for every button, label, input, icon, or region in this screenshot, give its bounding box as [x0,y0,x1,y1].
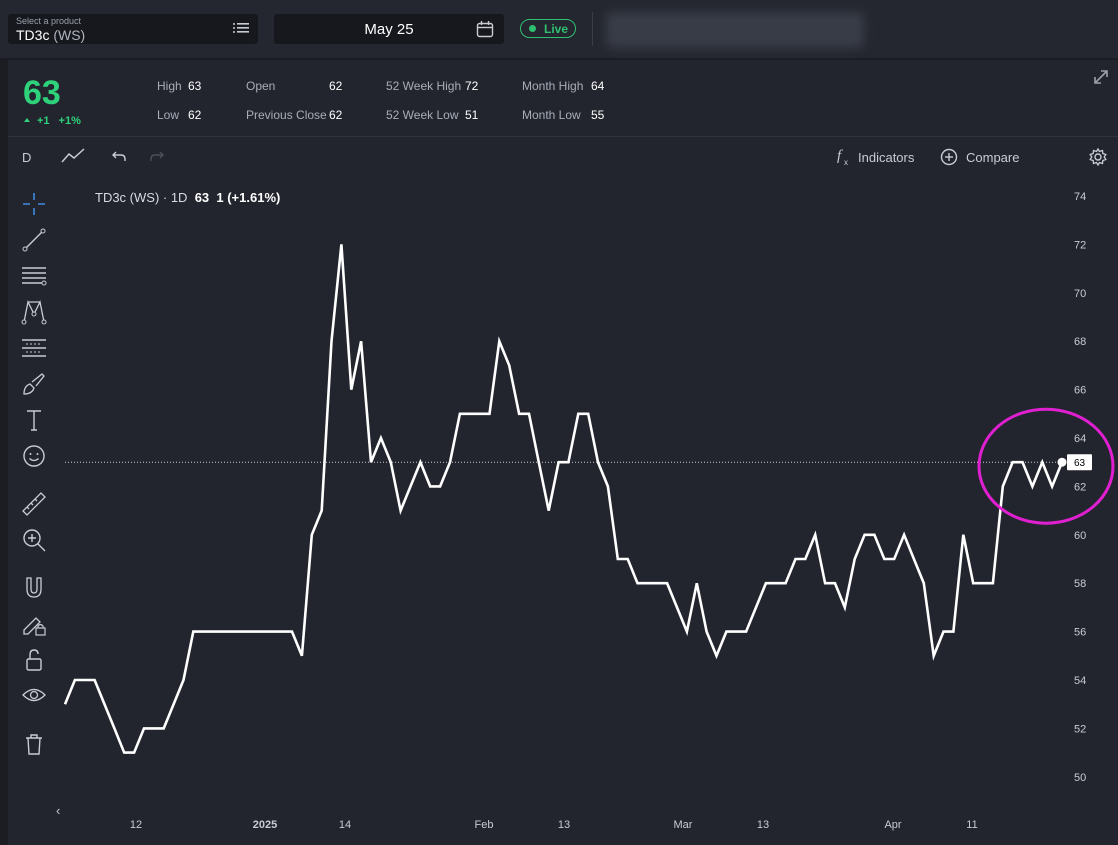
y-tick-label: 50 [1074,772,1086,784]
crosshair-icon[interactable] [20,190,48,218]
unlock-icon[interactable] [20,646,48,674]
trash-icon[interactable] [20,730,48,758]
chart-toolbar: D f x Indicators Compare [8,140,1118,174]
trend-line-icon[interactable] [20,226,48,254]
ruler-icon[interactable] [20,490,48,518]
y-tick-label: 72 [1074,239,1086,251]
month-high-label: Month High [522,79,584,93]
eye-icon[interactable] [20,682,48,710]
date-picker[interactable]: May 25 [274,14,504,44]
legend-change: 1 (+1.61%) [216,190,281,205]
y-tick-label: 58 [1074,578,1086,590]
high-label: High [157,79,182,93]
brush-icon[interactable] [20,370,48,398]
divider [592,12,593,46]
y-tick-label: 70 [1074,288,1086,300]
x-tick-label: 12 [130,819,142,831]
last-price: 63 [23,74,61,112]
y-tick-label: 52 [1074,723,1086,735]
legend-symbol: TD3c (WS) · 1D [95,190,188,205]
emoji-icon[interactable] [20,442,48,470]
low-label: Low [157,108,180,122]
y-tick-label: 54 [1074,675,1086,687]
prev-close-value: 62 [329,108,343,122]
month-high-value: 64 [591,79,605,93]
text-icon[interactable] [20,406,48,434]
redo-icon[interactable] [148,147,166,165]
date-value: May 25 [364,21,414,38]
legend-value: 63 [194,190,210,205]
x-tick-label: 13 [558,819,570,831]
wk52-high-label: 52 Week High [386,79,462,93]
y-tick-label: 64 [1074,433,1086,445]
chart-legend: TD3c (WS) · 1D 63 1 (+1.61%) [95,190,280,205]
x-tick-label: 13 [757,819,769,831]
y-tick-label: 66 [1074,385,1086,397]
magnet-icon[interactable] [20,574,48,602]
up-arrow-icon [24,118,30,122]
wk52-low-label: 52 Week Low [386,108,459,122]
calendar-icon[interactable] [475,19,495,39]
scroll-left-arrow: ‹ [56,803,60,818]
svg-text:f: f [837,148,843,164]
month-low-label: Month Low [522,108,581,122]
wk52-high-value: 72 [465,79,479,93]
top-bar: Select a product TD3c (WS) May 25 Live [0,0,1118,58]
price-series-line [63,244,1064,754]
pattern-icon[interactable] [20,298,48,326]
price-change: +1 +1% [23,115,90,127]
open-value: 62 [329,79,343,93]
horizontal-lines-icon[interactable] [20,262,48,290]
price-chart[interactable]: 50 52 54 56 58 60 62 64 66 68 70 72 74 12 2025 14 Feb 13 M… [8,60,1118,845]
change-value: +1 [37,115,50,127]
y-tick-label: 56 [1074,627,1086,639]
last-value-label: 63 [1074,458,1086,469]
svg-text:x: x [844,158,848,167]
x-tick-label: Mar [674,819,693,831]
product-code: TD3c [16,27,50,43]
product-suffix: (WS) [49,27,86,43]
add-circle-icon[interactable] [939,147,959,167]
compare-button[interactable]: Compare [966,150,1020,165]
zoom-in-icon[interactable] [20,526,48,554]
product-selector-caption: Select a product [16,16,82,26]
last-value-tag [1067,454,1092,471]
y-tick-label: 60 [1074,530,1086,542]
x-tick-label: 11 [966,819,977,831]
fib-levels-icon[interactable] [20,334,48,362]
chart-panel: 63 +1 +1% High 63 Low 62 Open 62 Previous… [8,60,1118,845]
live-badge: Live [520,19,576,38]
x-tick-label: 2025 [253,819,277,831]
live-label: Live [544,22,569,36]
stats-bar: 63 +1 +1% High 63 Low 62 Open 62 Previous… [8,60,1118,137]
wk52-low-value: 51 [465,108,479,122]
undo-icon[interactable] [110,147,128,165]
prev-close-label: Previous Close [246,108,327,122]
month-low-value: 55 [591,108,605,122]
interval-button[interactable]: D [22,150,32,165]
x-tick-label: Apr [884,819,901,831]
annotation-circle [977,407,1115,525]
expand-icon[interactable] [1092,68,1110,86]
lock-drawing-icon[interactable] [20,610,48,638]
y-tick-label: 74 [1074,191,1086,203]
y-tick-label: 62 [1074,481,1086,493]
function-icon[interactable]: f x [834,146,854,168]
x-tick-label: Feb [475,819,494,831]
high-value: 63 [188,79,202,93]
live-dot-icon [529,25,536,32]
x-tick-label: 14 [339,819,351,831]
change-percent: +1% [58,115,81,127]
last-point-marker [1057,457,1067,467]
product-name: TD3c (WS) [16,27,85,43]
y-tick-label: 68 [1074,336,1086,348]
low-value: 62 [188,108,202,122]
settings-gear-icon[interactable] [1088,147,1108,167]
product-selector[interactable]: Select a product TD3c (WS) [8,14,258,44]
open-label: Open [246,79,276,93]
indicators-button[interactable]: Indicators [858,150,915,165]
list-icon[interactable] [232,20,250,36]
line-chart-icon[interactable] [60,146,86,166]
blurred-region [606,12,864,48]
